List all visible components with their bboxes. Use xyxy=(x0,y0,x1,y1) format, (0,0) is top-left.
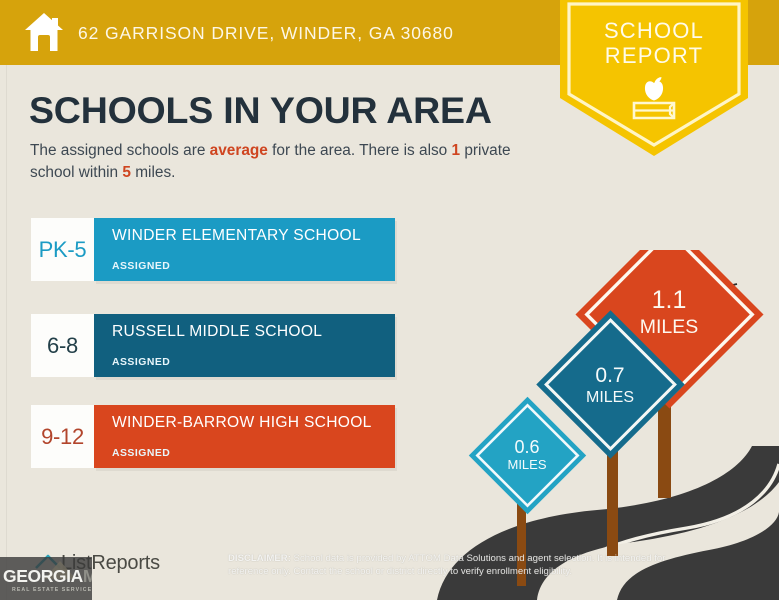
grade-range-box: PK-5 xyxy=(31,218,94,281)
school-name: WINDER-BARROW HIGH SCHOOL xyxy=(112,414,372,431)
sign-distance-value: 0.7 xyxy=(595,364,624,387)
watermark-brand-part2: MLS xyxy=(82,566,92,586)
summary-part2: for the area. There is also xyxy=(267,142,452,159)
sign-distance-value: 0.6 xyxy=(514,437,539,457)
summary-part1: The assigned schools are xyxy=(30,142,210,159)
page-title: SCHOOLS IN YOUR AREA xyxy=(29,89,492,131)
summary-text: The assigned schools are average for the… xyxy=(30,140,535,183)
sign-distance-unit: MILES xyxy=(640,316,699,338)
school-status-label: ASSIGNED xyxy=(112,357,171,368)
georgia-mls-watermark: GEORGIAMLS REAL ESTATE SERVICES xyxy=(0,557,92,600)
school-report-badge xyxy=(560,0,748,156)
school-bar: WINDER ELEMENTARY SCHOOL ASSIGNED xyxy=(94,218,395,281)
school-bar: WINDER-BARROW HIGH SCHOOL ASSIGNED xyxy=(94,405,395,468)
grade-range-label: 9-12 xyxy=(41,423,84,449)
distance-sign-2: 0.7 MILES xyxy=(536,310,685,459)
summary-private-count: 1 xyxy=(451,142,461,159)
summary-rating: average xyxy=(209,142,268,159)
sign-post xyxy=(517,478,526,586)
property-address: 62 GARRISON DRIVE, WINDER, GA 30680 xyxy=(78,23,454,43)
disclaimer-body: School data is provided by ATTOM Data So… xyxy=(228,553,666,577)
summary-part4: miles. xyxy=(130,163,176,181)
watermark-brand: GEORGIAMLS xyxy=(3,566,92,587)
sign-distance-unit: MILES xyxy=(507,457,546,472)
disclaimer-label: DISCLAIMER: xyxy=(228,553,291,564)
grade-range-label: PK-5 xyxy=(38,236,87,262)
school-name: WINDER ELEMENTARY SCHOOL xyxy=(112,227,361,244)
watermark-brand-part1: GEORGIA xyxy=(3,566,83,586)
roof-icon xyxy=(44,561,76,579)
disclaimer-text: DISCLAIMER: School data is provided by A… xyxy=(228,553,685,578)
summary-part3: private school within xyxy=(30,142,511,181)
house-icon xyxy=(25,13,63,51)
school-bar: RUSSELL MIDDLE SCHOOL ASSIGNED xyxy=(94,314,395,377)
grade-range-box: 9-12 xyxy=(31,405,94,468)
sign-distance-value: 1.1 xyxy=(652,286,687,314)
page-left-border xyxy=(6,65,7,600)
sign-distance-unit: MILES xyxy=(586,389,634,406)
road-with-distance-signs: 1.1 MILES 0.7 MILES 0.6 MILES xyxy=(437,250,779,600)
grade-range-box: 6-8 xyxy=(31,314,94,377)
summary-radius: 5 xyxy=(122,163,131,181)
grade-range-label: 6-8 xyxy=(47,332,78,358)
badge-title-line2: REPORT xyxy=(604,43,704,68)
watermark-subtitle: REAL ESTATE SERVICES xyxy=(12,587,92,593)
badge-title: SCHOOL REPORT xyxy=(560,18,748,68)
sign-post xyxy=(607,420,618,556)
apple-on-book-icon xyxy=(632,77,676,120)
school-name: RUSSELL MIDDLE SCHOOL xyxy=(112,323,323,340)
school-status-label: ASSIGNED xyxy=(112,448,171,459)
badge-title-line1: SCHOOL xyxy=(603,18,705,43)
school-status-label: ASSIGNED xyxy=(112,261,171,272)
